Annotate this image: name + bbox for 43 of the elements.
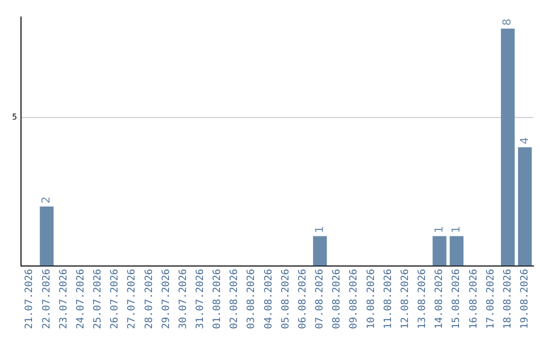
- data-label: 2: [40, 196, 53, 204]
- x-tick-label: 05.08.2026: [280, 268, 292, 330]
- bar: [518, 147, 532, 266]
- x-tick-label: 17.08.2026: [485, 268, 496, 330]
- x-tick-label: 31.07.2026: [195, 268, 206, 330]
- x-tick-label: 21.07.2026: [24, 268, 36, 330]
- x-tick-label: 24.07.2026: [75, 268, 86, 330]
- data-label: 8: [500, 18, 514, 26]
- x-tick-label: 27.07.2026: [126, 268, 138, 330]
- x-tick-label: 09.08.2026: [348, 268, 360, 330]
- x-tick-label: 15.08.2026: [451, 268, 462, 330]
- x-tick-label: 23.07.2026: [58, 268, 70, 330]
- x-tick-label: 26.07.2026: [110, 268, 121, 330]
- data-label: 1: [432, 226, 446, 234]
- bar: [40, 206, 54, 266]
- x-tick-label: 30.07.2026: [178, 268, 189, 330]
- bar: [450, 236, 464, 266]
- x-tick-label: 03.08.2026: [246, 268, 258, 330]
- x-tick-label: 04.08.2026: [263, 268, 274, 330]
- x-tick-label: 06.08.2026: [297, 268, 308, 330]
- x-tick-label: 16.08.2026: [468, 268, 480, 330]
- x-tick-label: 25.07.2026: [92, 268, 104, 330]
- x-tick-label: 29.07.2026: [160, 268, 172, 330]
- data-label: 1: [312, 226, 326, 234]
- x-tick-label: 19.08.2026: [519, 268, 530, 330]
- x-tick-label: 28.07.2026: [144, 268, 155, 330]
- x-tick-label: 18.08.2026: [502, 268, 514, 330]
- x-tick-label: 07.08.2026: [314, 268, 326, 330]
- x-tick-label: 01.08.2026: [212, 268, 224, 330]
- data-label: 4: [518, 137, 531, 144]
- x-tick-label: 08.08.2026: [332, 268, 343, 330]
- x-tick-label: 11.08.2026: [382, 268, 394, 330]
- x-tick-label: 13.08.2026: [417, 268, 428, 330]
- data-label: 1: [449, 226, 462, 234]
- bar: [432, 236, 446, 266]
- x-tick-label: 12.08.2026: [400, 268, 411, 330]
- y-tick-label: 5: [12, 112, 18, 122]
- x-tick-label: 22.07.2026: [41, 268, 52, 330]
- bar: [500, 28, 515, 266]
- bar: [313, 236, 327, 266]
- x-tick-label: 10.08.2026: [366, 268, 377, 330]
- x-tick-label: 02.08.2026: [229, 268, 240, 330]
- x-tick-label: 14.08.2026: [434, 268, 446, 330]
